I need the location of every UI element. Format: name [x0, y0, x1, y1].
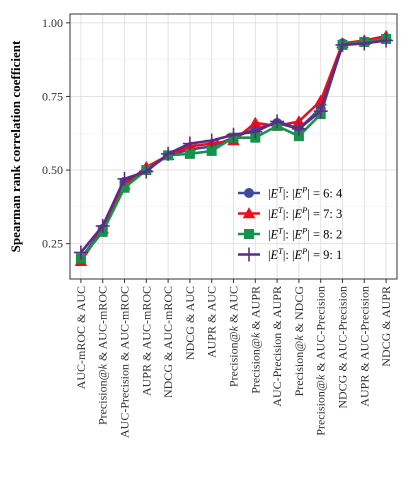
data-point-square: [206, 145, 217, 156]
data-point-cross: [379, 33, 394, 48]
data-point-triangle: [292, 115, 306, 127]
data-point-cross: [182, 136, 197, 151]
x-tick-label: Precision@k & AUC-mROC: [96, 286, 110, 425]
legend-item-4: |ET|: |EP| = 9: 1: [238, 246, 342, 262]
x-tick-label: AUC-mROC & AUC: [74, 286, 88, 389]
legend-label: |ET|: |EP| = 6: 4: [268, 185, 343, 201]
x-tick-label: Precision@k & AUC-Precision: [314, 286, 328, 436]
data-point-cross: [270, 114, 285, 129]
data-point-cross: [139, 164, 154, 179]
x-tick-label: Precision@k & AUPR: [248, 286, 262, 394]
x-tick-label: NDCG & AUC-mROC: [161, 286, 175, 398]
legend-label: |ET|: |EP| = 9: 1: [268, 246, 342, 262]
y-tick-label: 0.25: [42, 237, 63, 251]
x-tick-label: AUPR & AUC-Precision: [357, 286, 371, 407]
x-tick-label: AUPR & AUC-mROC: [139, 286, 153, 396]
legend-label: |ET|: |EP| = 8: 2: [268, 226, 342, 242]
data-point-cross: [313, 104, 328, 119]
legend-item-2: |ET|: |EP| = 7: 3: [238, 205, 342, 221]
x-tick-label: AUC-Precision & AUPR: [270, 286, 284, 407]
y-tick-label: 0.50: [42, 163, 63, 177]
data-point-cross: [248, 124, 263, 139]
data-point-cross: [291, 121, 306, 136]
data-point-square: [184, 148, 195, 159]
legend: |ET|: |EP| = 6: 4 |ET|: |EP| = 7: 3 |ET|: …: [238, 185, 343, 262]
legend-label: |ET|: |EP| = 7: 3: [268, 205, 342, 221]
x-axis: AUC-mROC & AUC Precision@k & AUC-mROC AUC-…: [74, 279, 393, 438]
x-tick-label: NDCG & AUC: [183, 286, 197, 360]
x-tick-label: Precision@k & NDCG: [292, 286, 306, 397]
series-layer: [73, 29, 394, 267]
data-point-cross: [95, 219, 110, 233]
x-tick-label: NDCG & AUC-Precision: [336, 286, 350, 409]
y-axis: 0.25 0.50 0.75 1.00: [42, 16, 70, 251]
data-point-cross: [204, 133, 219, 148]
y-tick-label: 0.75: [42, 89, 63, 103]
legend-item-3: |ET|: |EP| = 8: 2: [238, 226, 342, 242]
data-point-triangle: [242, 207, 256, 219]
data-point-cross: [117, 171, 132, 186]
data-point-cross: [357, 36, 372, 51]
legend-item-1: |ET|: |EP| = 6: 4: [238, 185, 343, 201]
data-point-square: [244, 229, 254, 239]
y-axis-title: Spearman rank correlation coefficient: [8, 40, 23, 252]
data-point-triangle: [249, 116, 262, 128]
x-tick-label: Precision@k & AUC: [227, 286, 241, 387]
grid: [70, 14, 397, 279]
data-point-square: [293, 131, 304, 142]
series-4: [73, 33, 394, 260]
y-tick-label: 1.00: [42, 16, 63, 30]
x-tick-label: AUPR & AUC: [205, 286, 219, 358]
data-point-cross: [226, 127, 241, 142]
data-point-circle: [244, 188, 254, 198]
data-point-cross: [161, 146, 176, 161]
data-point-cross: [242, 247, 256, 262]
x-tick-label: NDCG & AUPR: [379, 286, 393, 367]
x-tick-label: AUC-Precision & AUC-mROC: [118, 286, 132, 438]
data-point-square: [119, 182, 130, 193]
data-point-cross: [335, 37, 350, 52]
data-point-cross: [73, 245, 88, 260]
